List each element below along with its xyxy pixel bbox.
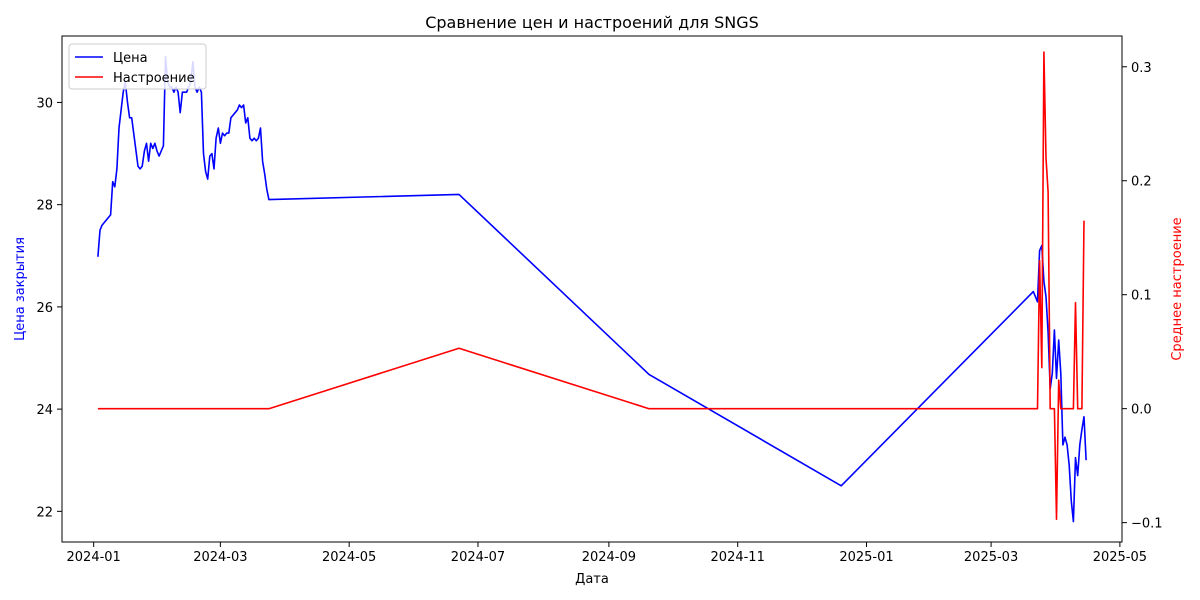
x-tick-label: 2024-03: [193, 550, 247, 565]
x-tick-label: 2025-03: [964, 550, 1018, 565]
left-y-axis: 22 24 26 28 30: [36, 96, 62, 520]
right-y-tick-label: 0.3: [1131, 61, 1152, 76]
left-y-tick-label: 30: [36, 96, 53, 111]
series-line-sentiment: [97, 51, 1085, 521]
x-tick-label: 2025-05: [1093, 550, 1147, 565]
x-tick-label: 2024-01: [67, 550, 121, 565]
x-axis-title: Дата: [575, 572, 609, 587]
left-y-axis-title: Цена закрытия: [13, 237, 28, 341]
x-tick-label: 2024-07: [451, 550, 505, 565]
left-y-tick-label: 26: [36, 301, 53, 316]
right-y-tick-label: 0.2: [1131, 175, 1152, 190]
plot-frame: [61, 35, 1123, 543]
legend-label-sentiment: Настроение: [113, 71, 195, 86]
right-y-tick-label: 0.0: [1131, 403, 1152, 418]
legend: Цена Настроение: [68, 43, 207, 90]
x-tick-label: 2024-09: [582, 550, 636, 565]
plot-lines: [97, 51, 1087, 523]
legend-label-price: Цена: [113, 51, 148, 66]
right-y-axis-title: Среднее настроение: [1170, 217, 1185, 360]
left-y-tick-label: 24: [36, 403, 53, 418]
left-y-tick-label: 28: [36, 199, 53, 214]
chart-title: Сравнение цен и настроений для SNGS: [425, 13, 759, 32]
x-tick-label: 2024-05: [322, 550, 376, 565]
x-tick-label: 2024-11: [711, 550, 765, 565]
right-y-tick-label: −0.1: [1131, 517, 1163, 532]
left-y-tick-label: 22: [36, 505, 53, 520]
x-tick-label: 2025-01: [839, 550, 893, 565]
right-y-tick-label: 0.1: [1131, 289, 1152, 304]
legend-box: [68, 43, 207, 90]
right-y-axis: −0.1 0.0 0.1 0.2 0.3: [1122, 61, 1163, 532]
x-axis: 2024-01 2024-03 2024-05 2024-07 2024-09 2024-…: [67, 542, 1147, 565]
